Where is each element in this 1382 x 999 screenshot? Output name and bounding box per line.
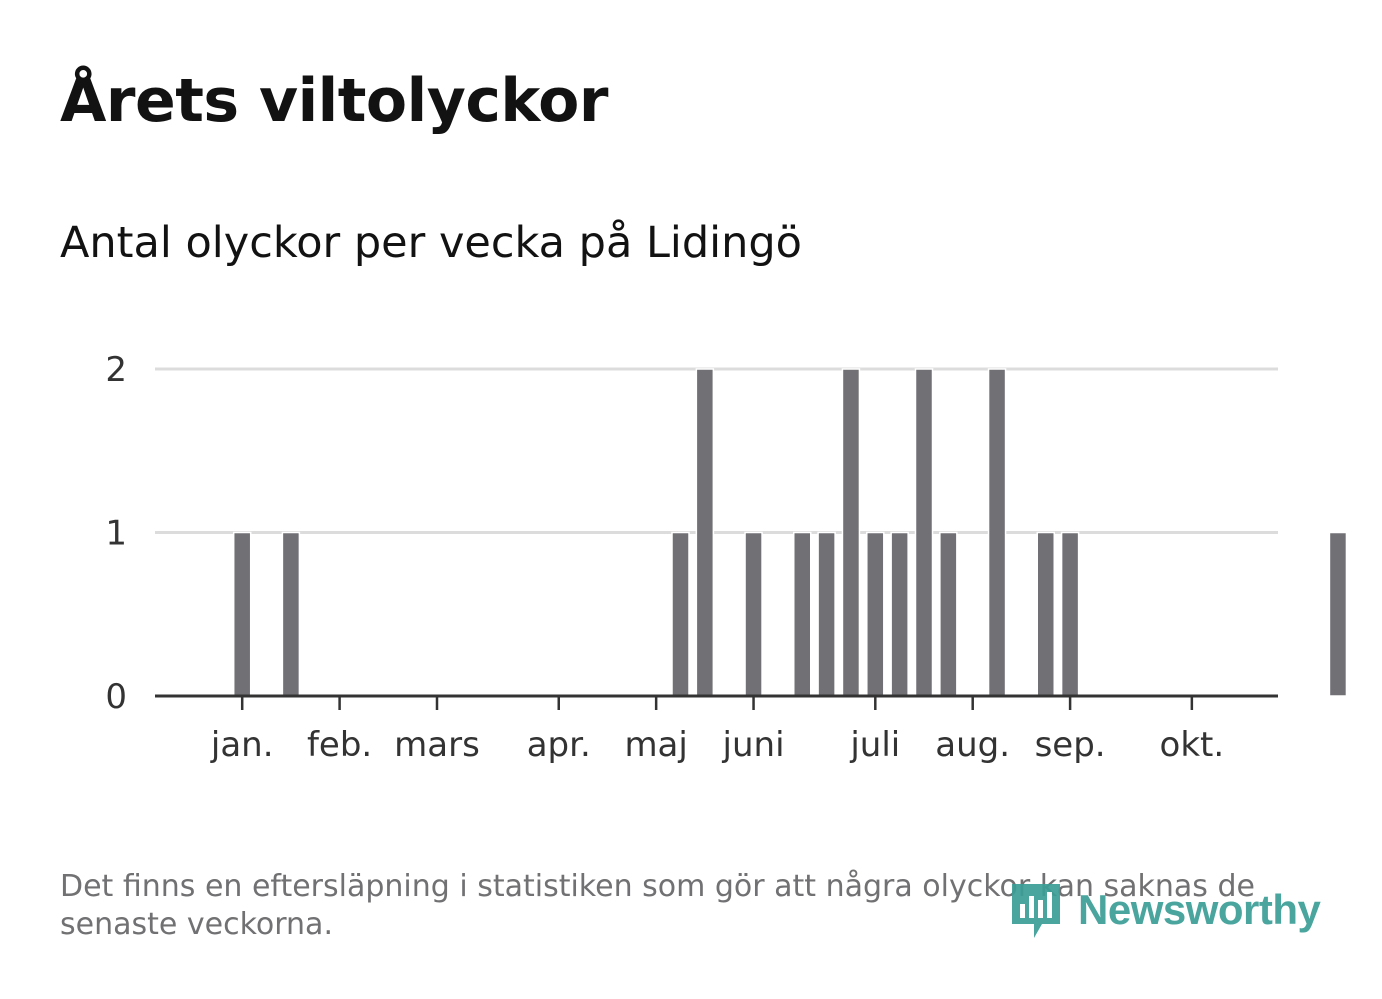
bar (281, 531, 301, 697)
bar (232, 531, 252, 697)
y-tick-label: 2 (105, 350, 127, 390)
x-tick-label: juni (722, 725, 785, 765)
y-tick-label: 1 (105, 514, 127, 554)
bar (1328, 531, 1348, 697)
x-tick-label: okt. (1160, 725, 1225, 765)
x-tick-label: maj (624, 725, 687, 765)
x-tick-label: jan. (210, 725, 274, 765)
bar (939, 531, 958, 697)
bar (671, 531, 690, 697)
x-tick-label: feb. (307, 725, 372, 765)
bar (1060, 531, 1080, 697)
bar (695, 368, 715, 697)
bar (890, 531, 909, 697)
y-tick-label: 0 (105, 677, 127, 717)
bar-chart: 0121jan.feb.marsapr.majjunijuliaug.sep.o… (105, 350, 1348, 765)
bar (914, 368, 934, 697)
chart-title: Årets viltolyckor (60, 66, 609, 136)
x-axis (155, 694, 1278, 710)
bar (817, 531, 836, 697)
grid-lines (155, 367, 1278, 534)
x-tick-label: juli (849, 725, 900, 765)
newsworthy-logo: Newsworthy (1012, 878, 1321, 942)
newsworthy-logo-icon (1012, 884, 1060, 938)
bar (1036, 531, 1055, 697)
bar (744, 531, 763, 697)
bar (793, 531, 812, 697)
bar (841, 368, 861, 697)
labels: 0121jan.feb.marsapr.majjunijuliaug.sep.o… (105, 350, 1225, 765)
x-tick-label: sep. (1035, 725, 1106, 765)
x-tick-label: mars (394, 725, 480, 765)
chart-subtitle: Antal olyckor per vecka på Lidingö (60, 218, 802, 268)
bar (987, 368, 1007, 697)
bar (866, 531, 885, 697)
logo-text: Newsworthy (1078, 886, 1321, 933)
x-tick-label: apr. (527, 725, 591, 765)
x-tick-label: aug. (935, 725, 1010, 765)
